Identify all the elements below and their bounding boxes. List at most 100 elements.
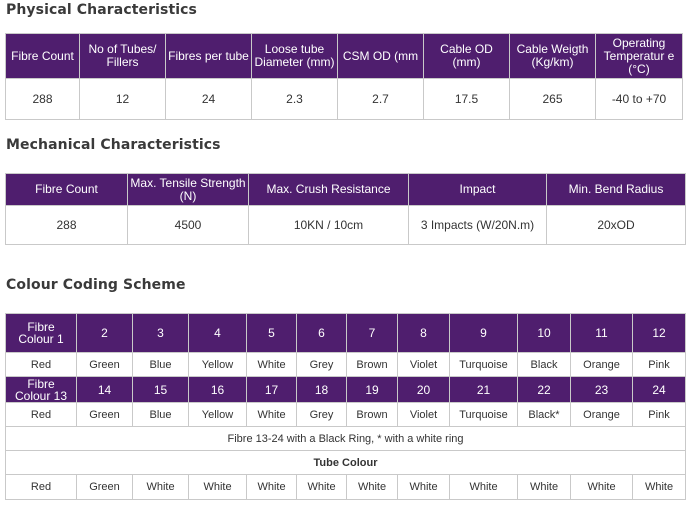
value-cell: -40 to +70 (595, 78, 683, 120)
fibre-number: 2 (76, 313, 133, 353)
fibre-number: 20 (397, 376, 450, 403)
colour-name: Orange (570, 402, 633, 427)
colour-name: Grey (296, 402, 347, 427)
value-cell: 24 (165, 78, 252, 120)
tube-colour-name: White (570, 474, 633, 500)
tube-colour-name: White (188, 474, 247, 500)
tube-colour-name: White (517, 474, 571, 500)
colour-name: Turquoise (449, 352, 518, 377)
colour-name: White (246, 402, 297, 427)
fibre-number: 10 (517, 313, 571, 353)
fibre-number: 24 (632, 376, 686, 403)
header-cell: No of Tubes/ Fillers (79, 33, 166, 79)
fibre-colour-13-label: Fibre Colour 13 (5, 376, 77, 403)
fibre-colour-13-names-row: Red Green Blue Yellow White Grey Brown V… (5, 402, 686, 427)
colour-name: Blue (132, 352, 189, 377)
value-cell: 2.7 (337, 78, 424, 120)
ring-note-row: Fibre 13-24 with a Black Ring, * with a … (5, 426, 686, 451)
mechanical-characteristics-title: Mechanical Characteristics (6, 137, 221, 153)
physical-value-row: 288 12 24 2.3 2.7 17.5 265 -40 to +70 (5, 78, 683, 120)
physical-header-row: Fibre Count No of Tubes/ Fillers Fibres … (5, 33, 683, 79)
fibre-number: 21 (449, 376, 518, 403)
tube-colours-row: Red Green White White White White White … (5, 474, 686, 500)
value-cell: 2.3 (251, 78, 338, 120)
mechanical-value-row: 288 4500 10KN / 10cm 3 Impacts (W/20N.m)… (5, 205, 686, 245)
fibre-number: 14 (76, 376, 133, 403)
header-cell: Operating Temperatur e (°C) (595, 33, 683, 79)
fibre-number: 9 (449, 313, 518, 353)
colour-name: Orange (570, 352, 633, 377)
fibre-colour-1-label: Fibre Colour 1 (5, 313, 77, 353)
colour-name: Blue (132, 402, 189, 427)
header-cell: Impact (408, 173, 547, 206)
value-cell: 265 (509, 78, 596, 120)
colour-name: Red (5, 402, 77, 427)
tube-colour-name: Green (76, 474, 133, 500)
value-cell: 288 (5, 205, 128, 245)
physical-characteristics-title: Physical Characteristics (6, 2, 197, 18)
tube-colour-name: White (346, 474, 398, 500)
header-cell: Cable OD (mm) (423, 33, 510, 79)
colour-name: Violet (397, 352, 450, 377)
ring-note: Fibre 13-24 with a Black Ring, * with a … (5, 426, 686, 451)
header-cell: Fibres per tube (165, 33, 252, 79)
fibre-number: 17 (246, 376, 297, 403)
header-cell: Max. Tensile Strength (N) (127, 173, 249, 206)
colour-name: Violet (397, 402, 450, 427)
value-cell: 12 (79, 78, 166, 120)
physical-characteristics-table: Fibre Count No of Tubes/ Fillers Fibres … (5, 33, 683, 120)
value-cell: 3 Impacts (W/20N.m) (408, 205, 547, 245)
tube-colour-title-row: Tube Colour (5, 450, 686, 475)
header-cell: Fibre Count (5, 33, 80, 79)
fibre-colour-1-names-row: Red Green Blue Yellow White Grey Brown V… (5, 352, 686, 377)
colour-name: Green (76, 402, 133, 427)
tube-colour-name: White (296, 474, 347, 500)
value-cell: 17.5 (423, 78, 510, 120)
colour-name: Yellow (188, 352, 247, 377)
value-cell: 4500 (127, 205, 249, 245)
fibre-number: 22 (517, 376, 571, 403)
colour-name: Brown (346, 402, 398, 427)
header-cell: Min. Bend Radius (546, 173, 686, 206)
colour-name: Brown (346, 352, 398, 377)
fibre-number: 5 (246, 313, 297, 353)
tube-colour-name: White (132, 474, 189, 500)
colour-name: Grey (296, 352, 347, 377)
colour-name: Pink (632, 402, 686, 427)
fibre-number: 8 (397, 313, 450, 353)
fibre-colour-1-header-row: Fibre Colour 1 2 3 4 5 6 7 8 9 10 11 12 (5, 313, 686, 353)
fibre-number: 18 (296, 376, 347, 403)
mechanical-characteristics-table: Fibre Count Max. Tensile Strength (N) Ma… (5, 173, 686, 245)
tube-colour-name: White (397, 474, 450, 500)
fibre-number: 11 (570, 313, 633, 353)
header-cell: Cable Weigth (Kg/km) (509, 33, 596, 79)
fibre-number: 23 (570, 376, 633, 403)
fibre-number: 15 (132, 376, 189, 403)
header-cell: CSM OD (mm (337, 33, 424, 79)
fibre-colour-13-header-row: Fibre Colour 13 14 15 16 17 18 19 20 21 … (5, 376, 686, 403)
fibre-number: 7 (346, 313, 398, 353)
tube-colour-name: White (632, 474, 686, 500)
fibre-number: 4 (188, 313, 247, 353)
colour-name: Yellow (188, 402, 247, 427)
fibre-number: 19 (346, 376, 398, 403)
fibre-number: 16 (188, 376, 247, 403)
colour-name: Turquoise (449, 402, 518, 427)
fibre-number: 3 (132, 313, 189, 353)
value-cell: 288 (5, 78, 80, 120)
colour-name: Red (5, 352, 77, 377)
colour-coding-title: Colour Coding Scheme (6, 277, 186, 293)
tube-colour-name: White (246, 474, 297, 500)
header-cell: Loose tube Diameter (mm) (251, 33, 338, 79)
header-cell: Max. Crush Resistance (248, 173, 409, 206)
tube-colour-name: Red (5, 474, 77, 500)
colour-name: Black* (517, 402, 571, 427)
tube-colour-name: White (449, 474, 518, 500)
tube-colour-title: Tube Colour (5, 450, 686, 475)
colour-name: Black (517, 352, 571, 377)
header-cell: Fibre Count (5, 173, 128, 206)
fibre-number: 6 (296, 313, 347, 353)
fibre-number: 12 (632, 313, 686, 353)
value-cell: 20xOD (546, 205, 686, 245)
mechanical-header-row: Fibre Count Max. Tensile Strength (N) Ma… (5, 173, 686, 206)
